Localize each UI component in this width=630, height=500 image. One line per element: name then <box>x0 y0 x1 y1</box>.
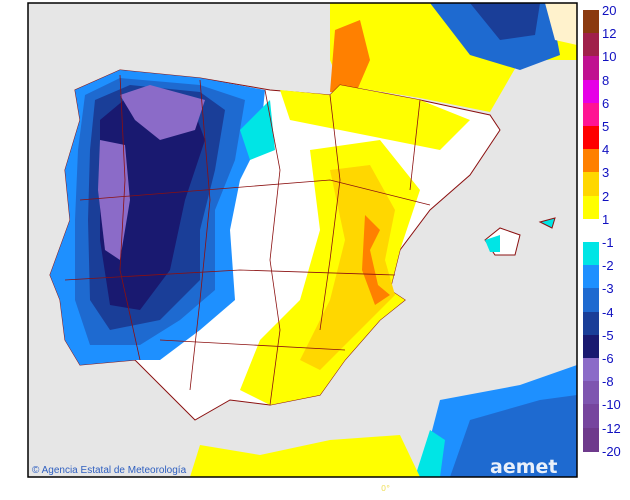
cyan-band <box>240 100 275 160</box>
legend-swatch <box>583 172 599 197</box>
legend-label: -6 <box>602 351 614 366</box>
legend-label: 4 <box>602 142 610 158</box>
legend-swatch <box>583 56 599 81</box>
legend-label: 5 <box>602 119 610 134</box>
legend-swatch <box>583 265 599 290</box>
legend-swatch <box>583 149 599 174</box>
legend-label: 2 <box>602 188 610 204</box>
legend-swatch <box>583 218 599 243</box>
attribution: © Agencia Estatal de Meteorología <box>32 465 186 476</box>
legend-swatch <box>583 126 599 150</box>
legend-swatch <box>583 311 599 336</box>
legend-swatch <box>583 358 599 382</box>
balearic-cold <box>485 235 500 252</box>
legend-label: 1 <box>602 211 610 227</box>
legend-label: -2 <box>602 258 614 274</box>
legend-swatch <box>583 33 599 58</box>
legend-swatch <box>583 427 599 452</box>
africa-cyan-area <box>415 430 445 477</box>
menorca <box>538 217 556 229</box>
legend-label: -10 <box>602 397 621 413</box>
hot-spot <box>362 215 390 305</box>
legend-label: -20 <box>602 443 621 459</box>
attribution-text: Agencia Estatal de Meteorología <box>41 465 187 476</box>
province-boundaries <box>64 74 431 406</box>
legend-swatch <box>583 242 599 266</box>
legend-swatch <box>583 334 599 359</box>
legend-label: -4 <box>602 304 614 320</box>
legend-swatch <box>583 288 599 313</box>
legend-label: 20 <box>602 3 617 18</box>
legend-label: 8 <box>602 72 610 88</box>
longitude-label: 0° <box>381 484 391 493</box>
legend-swatch <box>583 102 599 127</box>
legend-label: -3 <box>602 281 614 297</box>
legend-label: 10 <box>602 49 617 65</box>
legend-label: 3 <box>602 165 610 181</box>
copyright-icon: © <box>32 465 40 476</box>
legend-swatch <box>583 10 599 34</box>
map-frame <box>27 2 578 478</box>
warm-area-france <box>330 20 370 95</box>
cold-west-core <box>100 95 205 310</box>
no-data-land <box>545 3 577 45</box>
warm-north <box>280 85 470 150</box>
legend-label: -1 <box>602 235 614 250</box>
legend-swatch <box>583 195 599 220</box>
aemet-logo: aemet <box>490 456 558 478</box>
legend-label: -5 <box>602 327 614 343</box>
legend-swatch <box>583 79 599 104</box>
legend-swatch <box>583 404 599 429</box>
legend-label: -12 <box>602 420 621 436</box>
legend-label: 12 <box>602 26 617 42</box>
warm-east-core <box>300 165 395 370</box>
africa-warm-area <box>190 435 420 477</box>
africa-cold-area <box>450 395 577 477</box>
legend-label: -8 <box>602 374 614 390</box>
legend-label: 6 <box>602 95 610 111</box>
very-cold-north <box>120 85 205 140</box>
legend-swatch <box>583 381 599 406</box>
alps-cold-core <box>470 3 540 40</box>
